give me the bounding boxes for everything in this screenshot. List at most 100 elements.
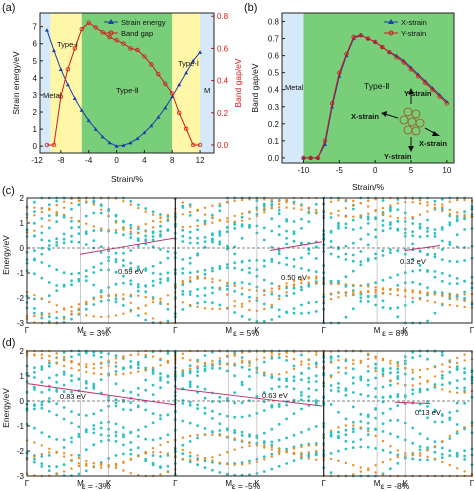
band-point-orange bbox=[374, 369, 377, 373]
band-point-cyan bbox=[448, 243, 452, 247]
band-point-orange bbox=[448, 463, 451, 467]
band-point-cyan bbox=[381, 249, 385, 253]
band-point-orange bbox=[129, 293, 132, 296]
band-point-orange bbox=[233, 220, 236, 223]
band-point-cyan bbox=[366, 445, 370, 449]
band-point-cyan bbox=[262, 440, 266, 443]
band-point-cyan bbox=[448, 418, 452, 421]
band-point-cyan bbox=[218, 265, 222, 268]
band-point-cyan bbox=[411, 300, 415, 304]
band-point-cyan bbox=[99, 378, 103, 381]
band-point-orange bbox=[448, 293, 451, 296]
band-point-orange bbox=[122, 372, 125, 376]
band-point-orange bbox=[300, 451, 303, 455]
band-point-orange bbox=[344, 198, 348, 202]
band-point-cyan bbox=[211, 286, 214, 289]
band-point-cyan bbox=[440, 350, 444, 354]
band-point-cyan bbox=[292, 387, 296, 391]
band-point-orange bbox=[389, 379, 392, 382]
band-point-orange bbox=[359, 201, 362, 205]
x-tick-label-b: 5 bbox=[409, 166, 414, 175]
band-point-cyan bbox=[277, 308, 281, 312]
band-point-cyan bbox=[136, 237, 140, 241]
band-point-cyan bbox=[374, 407, 377, 410]
band-point-cyan bbox=[55, 268, 59, 272]
band-point-orange bbox=[278, 206, 281, 209]
band-point-cyan bbox=[314, 425, 318, 428]
band-point-orange bbox=[144, 304, 147, 307]
band-point-cyan bbox=[99, 211, 103, 215]
band-point-orange bbox=[92, 462, 96, 465]
band-point-cyan bbox=[448, 221, 452, 225]
band-point-cyan bbox=[181, 228, 185, 232]
band-point-orange bbox=[367, 365, 370, 368]
band-point-orange bbox=[211, 280, 214, 284]
band-point-cyan bbox=[62, 232, 66, 236]
band-point-orange bbox=[418, 298, 422, 301]
band-point-orange bbox=[329, 200, 333, 203]
band-point-orange bbox=[285, 282, 288, 285]
band-point-cyan bbox=[233, 245, 237, 249]
band-point-cyan bbox=[114, 382, 118, 386]
band-point-orange bbox=[48, 447, 51, 450]
band-point-cyan bbox=[440, 258, 444, 261]
band-point-cyan bbox=[188, 421, 192, 425]
band-point-cyan bbox=[426, 388, 429, 391]
band-point-cyan bbox=[33, 311, 36, 315]
band-point-cyan bbox=[159, 414, 162, 417]
band-point-cyan bbox=[396, 208, 400, 212]
band-point-orange bbox=[240, 439, 244, 442]
band-point-cyan bbox=[411, 392, 415, 396]
band-point-orange bbox=[463, 305, 466, 309]
band-point-cyan bbox=[92, 199, 96, 203]
band-point-cyan bbox=[77, 353, 81, 356]
lattice-ring bbox=[411, 109, 421, 119]
strain-energy-point bbox=[86, 118, 91, 123]
band-point-orange bbox=[411, 296, 414, 300]
y-strain-point bbox=[329, 101, 335, 106]
band-point-orange bbox=[240, 359, 244, 362]
band-point-cyan bbox=[396, 249, 400, 253]
band-point-orange bbox=[352, 464, 355, 467]
band-point-orange bbox=[92, 203, 96, 206]
band-point-cyan bbox=[40, 462, 44, 465]
inset-label-x-strain-left: X-strain bbox=[351, 112, 379, 121]
band-point-cyan bbox=[433, 255, 437, 259]
band-point-cyan bbox=[463, 458, 466, 461]
band-point-cyan bbox=[55, 289, 59, 292]
panel-d-bands bbox=[25, 349, 474, 478]
band-point-cyan bbox=[70, 226, 73, 230]
band-point-cyan bbox=[122, 219, 125, 223]
band-point-cyan bbox=[203, 240, 207, 244]
band-point-cyan bbox=[196, 403, 200, 407]
band-point-cyan bbox=[314, 362, 318, 366]
band-point-orange bbox=[344, 215, 348, 218]
band-point-cyan bbox=[77, 472, 81, 476]
band-point-cyan bbox=[33, 370, 36, 374]
band-point-orange bbox=[426, 204, 429, 207]
band-point-orange bbox=[441, 302, 444, 305]
band-point-cyan bbox=[389, 251, 392, 255]
x-tick-label-b: 0 bbox=[373, 166, 378, 175]
band-point-cyan bbox=[240, 281, 244, 284]
band-gap-point bbox=[190, 142, 196, 148]
band-point-cyan bbox=[144, 366, 148, 370]
strain-energy-point bbox=[128, 140, 133, 145]
band-gap-point bbox=[44, 142, 50, 148]
band-point-orange bbox=[48, 359, 51, 362]
band-point-cyan bbox=[285, 417, 288, 421]
band-point-orange bbox=[263, 444, 266, 447]
band-point-orange bbox=[129, 230, 132, 233]
band-point-orange bbox=[285, 285, 288, 288]
band-point-cyan bbox=[211, 400, 214, 403]
band-point-cyan bbox=[136, 227, 140, 231]
band-gap-point bbox=[156, 71, 161, 77]
band-point-cyan bbox=[337, 436, 340, 440]
band-point-orange bbox=[337, 214, 340, 217]
band-point-cyan bbox=[151, 238, 155, 242]
band-point-orange bbox=[114, 229, 118, 232]
band-point-cyan bbox=[270, 387, 274, 391]
band-point-orange bbox=[114, 462, 118, 466]
band-point-cyan bbox=[166, 352, 170, 355]
band-point-cyan bbox=[292, 412, 296, 415]
